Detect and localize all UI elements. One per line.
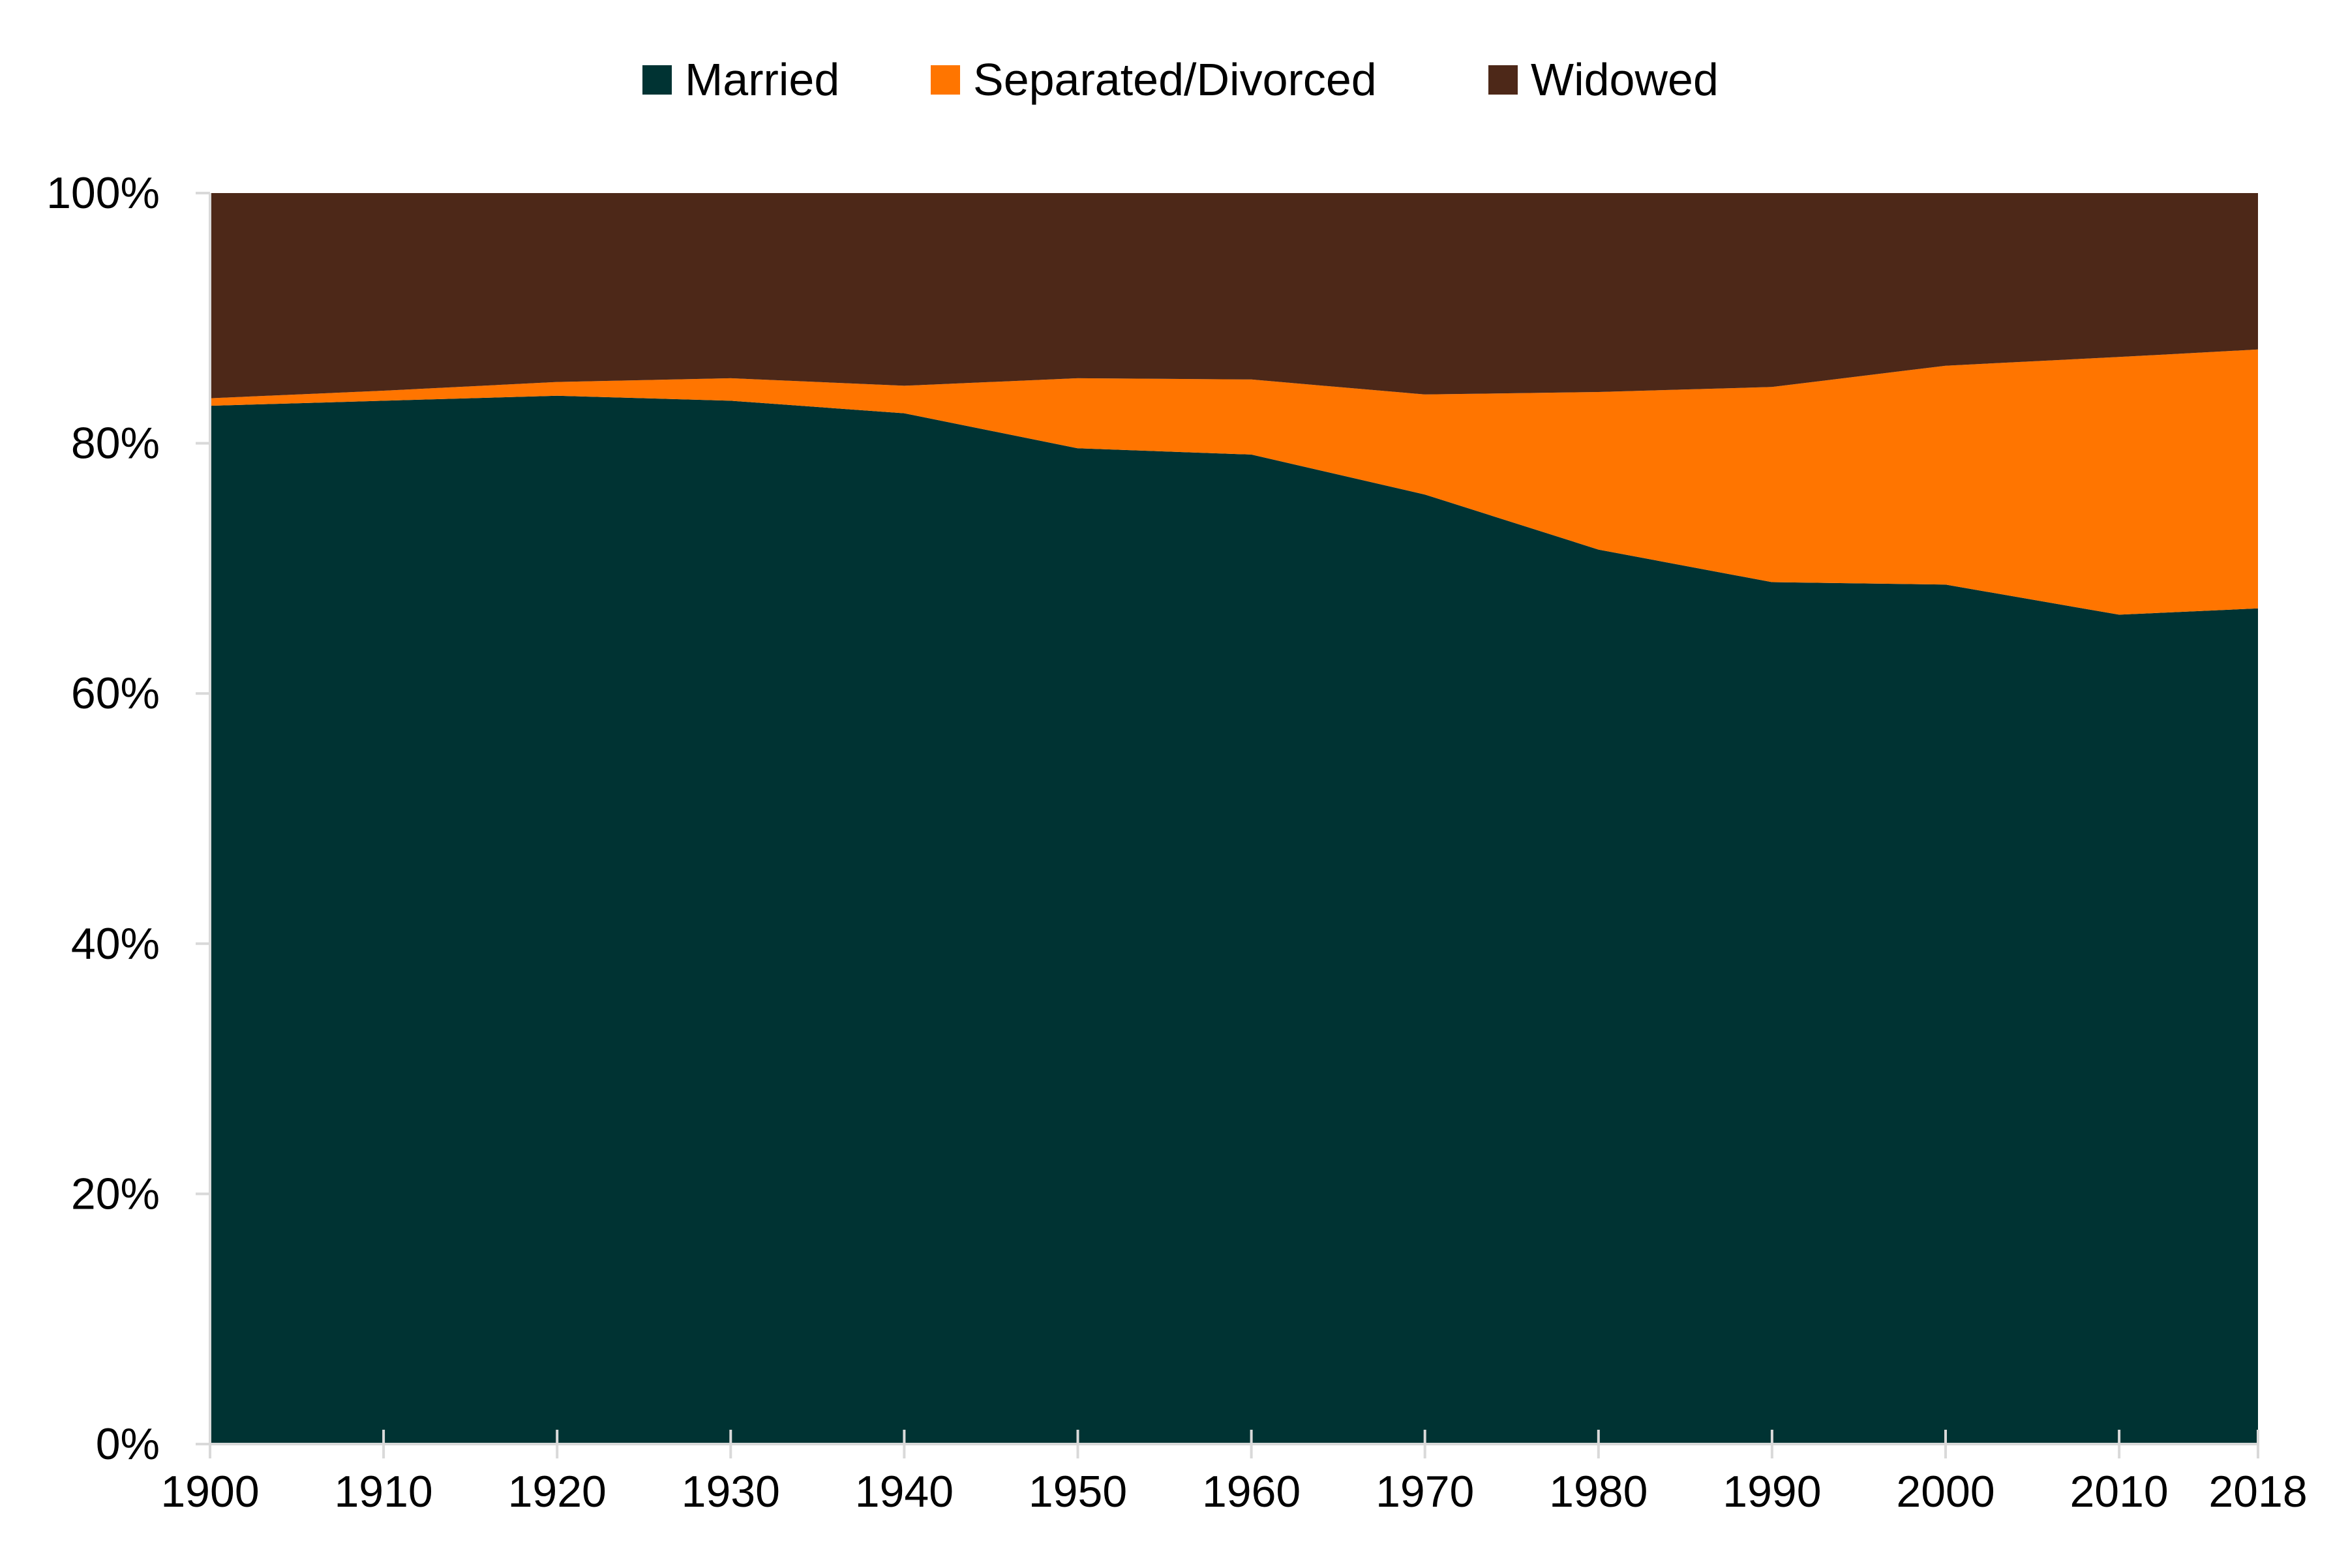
plot-areas <box>210 193 2258 1445</box>
x-tick-label: 1980 <box>1549 1467 1648 1516</box>
x-tick-label: 1900 <box>160 1467 259 1516</box>
x-tick-label: 1950 <box>1029 1467 1127 1516</box>
area-series-widowed <box>210 193 2258 399</box>
x-tick-label: 1910 <box>334 1467 432 1516</box>
legend-label-separated-divorced: Separated/Divorced <box>973 54 1377 105</box>
y-tick-label: 40% <box>71 919 160 969</box>
y-axis-tick-labels: 0% 20% 40% 60% 80% 100% <box>46 168 160 1469</box>
x-tick-label: 1970 <box>1376 1467 1474 1516</box>
y-tick-label: 60% <box>71 669 160 718</box>
legend-label-widowed: Widowed <box>1531 54 1719 105</box>
x-tick-label: 1930 <box>682 1467 780 1516</box>
legend-swatch-separated-divorced <box>931 65 960 95</box>
x-tick-label: 1940 <box>855 1467 954 1516</box>
y-tick-label: 100% <box>46 168 160 218</box>
x-axis-tick-labels: 1900 1910 1920 1930 1940 1950 1960 1970 1980 1990… <box>160 1467 2307 1516</box>
area-series-separated-divorced <box>210 349 2258 615</box>
y-tick-label: 0% <box>96 1419 160 1469</box>
x-tick-label: 1960 <box>1202 1467 1301 1516</box>
legend-label-married: Married <box>685 54 839 105</box>
legend-swatch-married <box>642 65 672 95</box>
x-tick-label: 1920 <box>508 1467 607 1516</box>
legend-swatch-widowed <box>1488 65 1518 95</box>
y-tick-label: 20% <box>71 1169 160 1218</box>
x-tick-label: 2018 <box>2208 1467 2307 1516</box>
axes <box>196 192 2259 1458</box>
y-tick-label: 80% <box>71 419 160 468</box>
area-series-married <box>210 395 2258 1445</box>
legend: Married Separated/Divorced Widowed <box>642 54 1719 105</box>
x-tick-label: 2010 <box>2070 1467 2168 1516</box>
x-tick-label: 1990 <box>1723 1467 1821 1516</box>
x-tick-label: 2000 <box>1896 1467 1994 1516</box>
